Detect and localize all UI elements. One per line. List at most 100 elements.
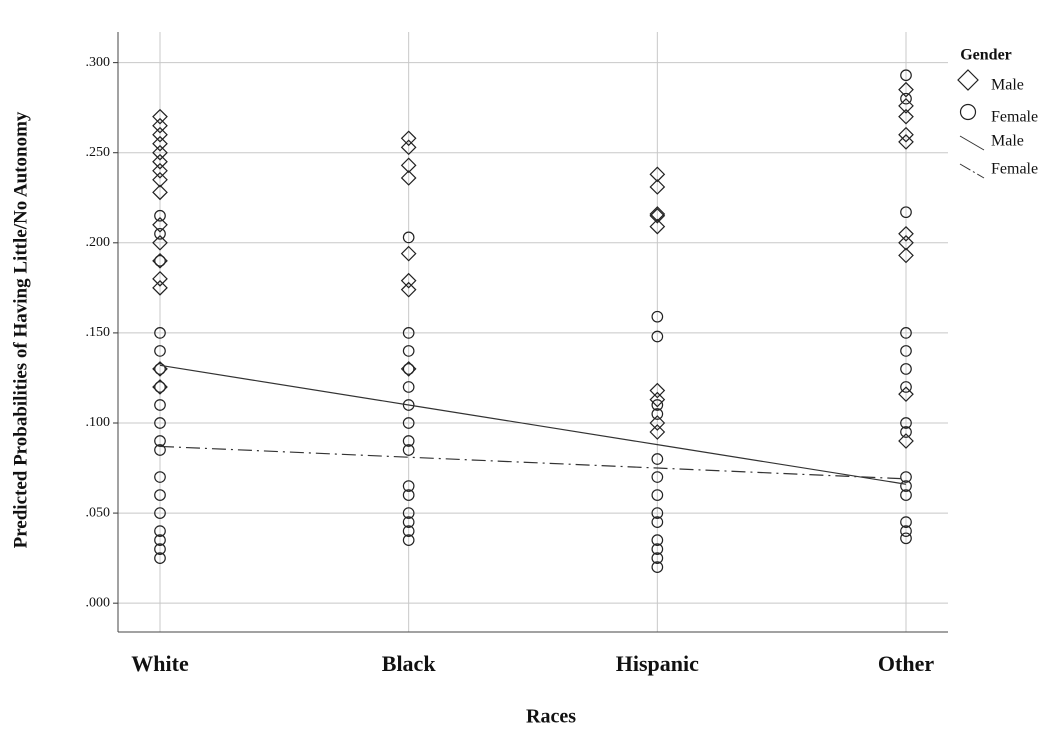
point-diamond (898, 234, 914, 251)
point-circle (402, 327, 415, 339)
x-tick-label: Black (382, 651, 437, 676)
legend-label: Female (991, 109, 1038, 126)
point-circle (651, 310, 664, 323)
legend-line (959, 135, 985, 151)
legend-label: Female (991, 161, 1038, 178)
point-circle (900, 327, 912, 339)
point-diamond (898, 225, 914, 242)
legend-marker (957, 69, 979, 91)
point-diamond (400, 130, 417, 147)
point-circle (402, 507, 415, 519)
point-diamond (400, 245, 417, 262)
point-diamond (152, 117, 168, 134)
point-diamond (152, 135, 168, 152)
point-diamond (152, 216, 168, 233)
point-circle (154, 534, 166, 546)
legend-label: Male (991, 133, 1024, 150)
y-tick-label: .150 (86, 325, 111, 340)
y-tick-label: .200 (86, 235, 111, 250)
fit-line (159, 364, 907, 485)
point-circle (402, 417, 415, 429)
point-diamond (400, 281, 417, 298)
point-circle (651, 552, 664, 564)
point-circle (900, 417, 912, 429)
point-circle (651, 489, 664, 501)
point-circle (900, 69, 912, 82)
point-diamond (898, 81, 914, 98)
point-circle (651, 330, 664, 343)
point-circle (651, 561, 664, 573)
point-circle (402, 525, 415, 537)
point-circle (402, 516, 415, 528)
point-circle (651, 408, 664, 420)
point-diamond (400, 170, 417, 186)
point-diamond (152, 270, 168, 287)
point-circle (154, 471, 166, 483)
point-circle (651, 534, 664, 546)
point-circle (402, 534, 415, 546)
point-circle (651, 507, 664, 519)
legend-label: Male (991, 77, 1024, 94)
point-circle (651, 453, 664, 465)
point-diamond (649, 218, 666, 235)
point-diamond (898, 134, 914, 150)
point-diamond (400, 139, 417, 156)
point-circle (402, 489, 415, 501)
point-diamond (152, 108, 168, 125)
point-circle (900, 345, 912, 357)
point-circle (154, 345, 166, 357)
x-tick-label: Other (878, 651, 934, 676)
point-circle (900, 471, 912, 483)
point-circle (154, 363, 166, 375)
point-diamond (152, 153, 168, 170)
point-circle (900, 381, 912, 393)
point-diamond (400, 272, 417, 289)
point-diamond (649, 424, 666, 440)
y-axis-title: Predicted Probabilities of Having Little… (10, 111, 31, 548)
point-circle (651, 471, 664, 483)
point-diamond (898, 126, 914, 143)
legend-title: Gender (960, 47, 1012, 64)
point-circle (154, 254, 166, 267)
legend-marker (959, 103, 977, 121)
point-diamond (152, 280, 168, 296)
point-circle (900, 525, 912, 537)
point-circle (651, 399, 664, 411)
point-circle (651, 543, 664, 555)
point-circle (154, 227, 166, 240)
point-circle (402, 363, 415, 375)
point-circle (154, 552, 166, 564)
point-circle (154, 543, 166, 555)
point-diamond (898, 108, 914, 125)
point-circle (154, 507, 166, 519)
point-diamond (152, 234, 168, 251)
point-circle (402, 345, 415, 357)
fit-line (159, 445, 907, 480)
point-circle (154, 435, 166, 447)
point-diamond (152, 184, 168, 201)
point-circle (900, 206, 912, 219)
point-circle (651, 516, 664, 528)
y-tick-label: .300 (86, 55, 111, 70)
point-diamond (649, 382, 666, 399)
point-circle (900, 532, 912, 545)
point-diamond (649, 179, 666, 195)
point-circle (402, 435, 415, 447)
point-diamond (152, 171, 168, 188)
point-circle (900, 363, 912, 375)
point-circle (900, 426, 912, 438)
point-diamond (649, 166, 666, 183)
point-diamond (400, 157, 417, 174)
point-circle (900, 489, 912, 501)
y-tick-label: .250 (86, 145, 111, 160)
point-circle (402, 381, 415, 393)
y-tick-label: .050 (86, 505, 111, 520)
point-circle (154, 381, 166, 393)
y-tick-label: .100 (86, 415, 111, 430)
legend-line (959, 163, 985, 179)
point-diamond (152, 162, 168, 179)
point-circle (402, 231, 415, 244)
point-diamond (649, 206, 666, 222)
x-tick-label: Hispanic (616, 651, 699, 676)
